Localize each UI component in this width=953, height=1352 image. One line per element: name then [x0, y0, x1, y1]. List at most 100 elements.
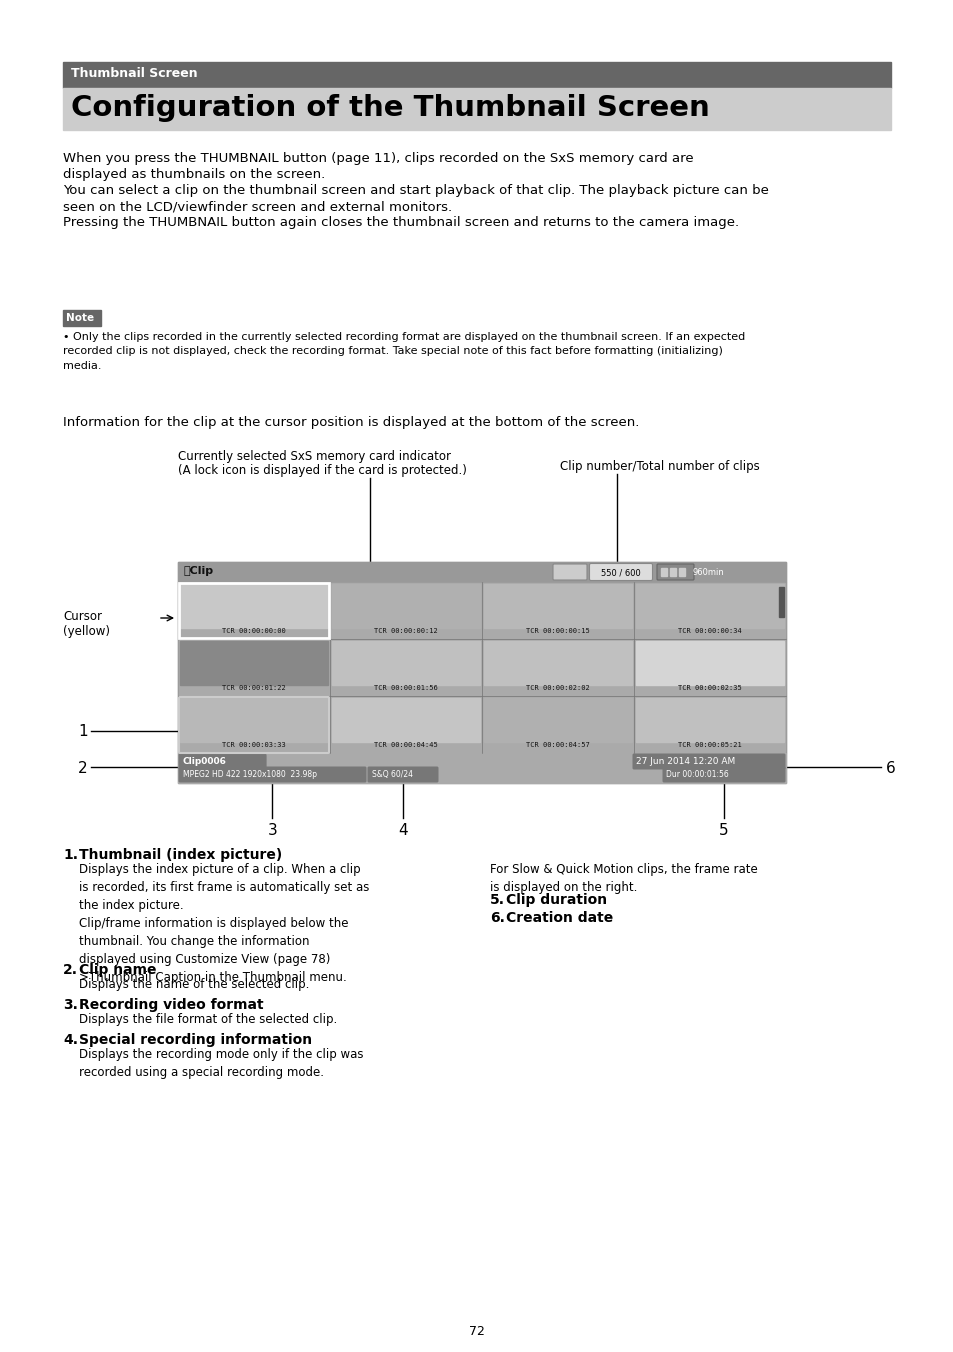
Bar — [180, 698, 328, 742]
Text: TCR 00:00:02:35: TCR 00:00:02:35 — [678, 685, 741, 691]
Text: 2.: 2. — [63, 963, 78, 977]
Bar — [63, 88, 890, 130]
Bar — [590, 565, 650, 579]
Text: TCR 00:00:00:34: TCR 00:00:00:34 — [678, 627, 741, 634]
Text: Recording video format: Recording video format — [79, 998, 263, 1013]
FancyBboxPatch shape — [178, 753, 266, 769]
Bar — [679, 568, 684, 576]
FancyBboxPatch shape — [589, 564, 652, 580]
Text: Clip number/Total number of clips: Clip number/Total number of clips — [559, 460, 759, 473]
Text: MPEG2 HD 422 1920x1080  23.98p: MPEG2 HD 422 1920x1080 23.98p — [183, 771, 316, 779]
Bar — [483, 641, 631, 685]
Bar — [178, 562, 785, 581]
Text: • Only the clips recorded in the currently selected recording format are display: • Only the clips recorded in the current… — [63, 333, 744, 370]
Bar — [63, 62, 890, 88]
Text: TCR 00:00:02:02: TCR 00:00:02:02 — [525, 685, 589, 691]
Text: 3: 3 — [268, 823, 277, 838]
Bar — [669, 568, 676, 576]
Text: For Slow & Quick Motion clips, the frame rate
is displayed on the right.: For Slow & Quick Motion clips, the frame… — [490, 863, 757, 894]
Text: Clip0006: Clip0006 — [183, 757, 227, 767]
Bar — [179, 639, 329, 695]
Text: (A lock icon is displayed if the card is protected.): (A lock icon is displayed if the card is… — [178, 464, 466, 477]
Bar — [180, 641, 328, 685]
Bar — [660, 568, 666, 576]
Text: Displays the index picture of a clip. When a clip
is recorded, its first frame i: Displays the index picture of a clip. Wh… — [79, 863, 369, 984]
Text: 5: 5 — [719, 823, 728, 838]
Text: S&Q 60/24: S&Q 60/24 — [372, 771, 413, 779]
Text: Information for the clip at the cursor position is displayed at the bottom of th: Information for the clip at the cursor p… — [63, 416, 639, 429]
Bar — [331, 583, 480, 638]
Text: TCR 00:00:00:12: TCR 00:00:00:12 — [374, 627, 437, 634]
Bar — [635, 639, 784, 695]
Bar — [178, 581, 785, 753]
Text: seen on the LCD/viewfinder screen and external monitors.: seen on the LCD/viewfinder screen and ex… — [63, 200, 452, 214]
Bar — [332, 584, 479, 627]
Bar — [636, 641, 783, 685]
Bar — [331, 698, 480, 752]
Text: Note: Note — [66, 314, 94, 323]
FancyBboxPatch shape — [657, 564, 693, 580]
Text: displayed as thumbnails on the screen.: displayed as thumbnails on the screen. — [63, 168, 325, 181]
Text: Special recording information: Special recording information — [79, 1033, 312, 1046]
Bar — [635, 698, 784, 752]
Text: Configuration of the Thumbnail Screen: Configuration of the Thumbnail Screen — [71, 95, 709, 122]
Bar — [483, 584, 631, 627]
Bar — [482, 583, 633, 638]
Text: TCR 00:00:01:22: TCR 00:00:01:22 — [222, 685, 286, 691]
Text: When you press the THUMBNAIL button (page 11), clips recorded on the SxS memory : When you press the THUMBNAIL button (pag… — [63, 151, 693, 165]
Text: Creation date: Creation date — [505, 911, 613, 925]
Bar — [332, 698, 479, 742]
Text: TCR 00:00:00:00: TCR 00:00:00:00 — [222, 627, 286, 634]
Text: 4: 4 — [397, 823, 407, 838]
Text: TCR 00:00:04:45: TCR 00:00:04:45 — [374, 742, 437, 748]
Bar — [180, 584, 328, 627]
Bar — [63, 310, 101, 326]
Text: You can select a clip on the thumbnail screen and start playback of that clip. T: You can select a clip on the thumbnail s… — [63, 184, 768, 197]
Text: Currently selected SxS memory card indicator: Currently selected SxS memory card indic… — [178, 450, 451, 462]
Text: Dur 00:00:01:56: Dur 00:00:01:56 — [665, 771, 728, 779]
Text: Cursor
(yellow): Cursor (yellow) — [63, 610, 110, 638]
Text: 550 / 600: 550 / 600 — [600, 568, 640, 577]
Text: 4.: 4. — [63, 1033, 78, 1046]
Text: TCR 00:00:04:57: TCR 00:00:04:57 — [525, 742, 589, 748]
Bar — [482, 698, 633, 752]
Bar — [331, 639, 480, 695]
Text: Displays the name of the selected clip.: Displays the name of the selected clip. — [79, 977, 309, 991]
Text: TCR 00:00:00:15: TCR 00:00:00:15 — [525, 627, 589, 634]
Text: 5.: 5. — [490, 894, 504, 907]
Text: Thumbnail Screen: Thumbnail Screen — [71, 68, 197, 80]
Text: TCR 00:00:01:56: TCR 00:00:01:56 — [374, 685, 437, 691]
FancyBboxPatch shape — [553, 564, 586, 580]
Text: 1: 1 — [78, 725, 88, 740]
Bar — [178, 753, 785, 783]
Bar — [180, 754, 265, 768]
FancyBboxPatch shape — [367, 767, 438, 783]
FancyBboxPatch shape — [661, 767, 784, 783]
Text: TCR 00:00:03:33: TCR 00:00:03:33 — [222, 742, 286, 748]
Bar — [483, 698, 631, 742]
Bar — [332, 641, 479, 685]
Text: 6: 6 — [885, 761, 895, 776]
Text: Pressing the THUMBNAIL button again closes the thumbnail screen and returns to t: Pressing the THUMBNAIL button again clos… — [63, 216, 739, 228]
Text: Displays the recording mode only if the clip was
recorded using a special record: Displays the recording mode only if the … — [79, 1048, 363, 1079]
Text: Clip duration: Clip duration — [505, 894, 606, 907]
Bar — [779, 587, 783, 617]
Bar — [635, 583, 784, 638]
Bar — [179, 698, 329, 752]
Bar — [636, 698, 783, 742]
Bar — [179, 583, 329, 638]
Bar — [178, 562, 785, 783]
Text: ⌹Clip: ⌹Clip — [184, 566, 213, 576]
Text: 960min: 960min — [691, 568, 723, 577]
Text: Clip name: Clip name — [79, 963, 156, 977]
Text: 1.: 1. — [63, 848, 78, 863]
FancyBboxPatch shape — [178, 767, 366, 783]
Text: 6.: 6. — [490, 911, 504, 925]
Bar — [636, 584, 783, 627]
Text: Thumbnail (index picture): Thumbnail (index picture) — [79, 848, 282, 863]
Text: Displays the file format of the selected clip.: Displays the file format of the selected… — [79, 1013, 337, 1026]
Text: 27 Jun 2014 12:20 AM: 27 Jun 2014 12:20 AM — [636, 757, 735, 767]
Bar — [482, 639, 633, 695]
Text: 3.: 3. — [63, 998, 78, 1013]
Text: 2: 2 — [78, 761, 88, 776]
